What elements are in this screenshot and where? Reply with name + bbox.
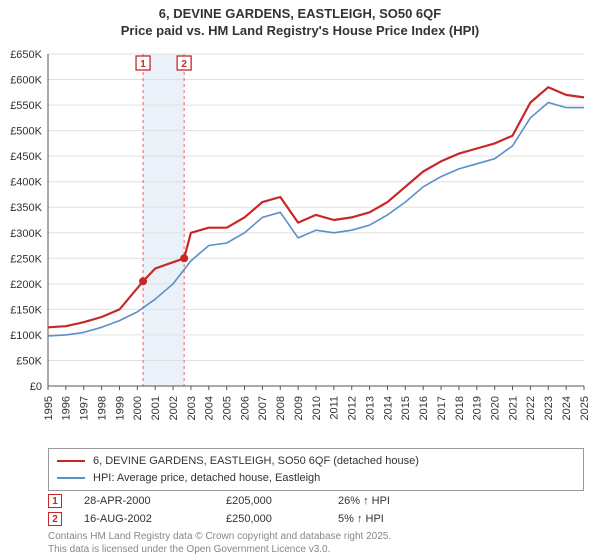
y-tick-label: £600K	[10, 75, 42, 87]
y-tick-label: £350K	[10, 202, 42, 214]
x-tick-label: 1996	[61, 396, 73, 420]
x-tick-label: 2003	[186, 396, 198, 420]
x-tick-label: 2024	[561, 396, 573, 420]
x-tick-label: 2012	[347, 396, 359, 420]
legend-label: HPI: Average price, detached house, East…	[93, 470, 320, 487]
sale-date: 28-APR-2000	[84, 495, 204, 507]
y-tick-label: £150K	[10, 304, 42, 316]
chart-container: 6, DEVINE GARDENS, EASTLEIGH, SO50 6QF P…	[0, 0, 600, 560]
x-tick-label: 2009	[293, 396, 305, 420]
x-tick-label: 2016	[418, 396, 430, 420]
sales-table: 1 28-APR-2000 £205,000 26% ↑ HPI 2 16-AU…	[48, 494, 584, 530]
x-tick-label: 2010	[311, 396, 323, 420]
sales-row: 2 16-AUG-2002 £250,000 5% ↑ HPI	[48, 512, 584, 526]
sale-date: 16-AUG-2002	[84, 513, 204, 525]
sale-delta: 26% ↑ HPI	[338, 495, 518, 507]
x-tick-label: 2001	[150, 396, 162, 420]
chart-plot-area: £0£50K£100K£150K£200K£250K£300K£350K£400…	[48, 50, 588, 420]
chart-legend: 6, DEVINE GARDENS, EASTLEIGH, SO50 6QF (…	[48, 448, 584, 491]
sale-delta: 5% ↑ HPI	[338, 513, 518, 525]
y-tick-label: £450K	[10, 151, 42, 163]
x-tick-label: 2013	[364, 396, 376, 420]
sale-marker-icon: 1	[48, 494, 62, 508]
chart-svg: £0£50K£100K£150K£200K£250K£300K£350K£400…	[48, 50, 588, 420]
x-tick-label: 2015	[400, 396, 412, 420]
sale-price: £205,000	[226, 495, 316, 507]
x-tick-label: 2020	[490, 396, 502, 420]
legend-label: 6, DEVINE GARDENS, EASTLEIGH, SO50 6QF (…	[93, 453, 419, 470]
sale-price: £250,000	[226, 513, 316, 525]
x-tick-label: 2022	[525, 396, 537, 420]
series-line	[48, 103, 584, 336]
x-tick-label: 2004	[204, 396, 216, 420]
attribution: Contains HM Land Registry data © Crown c…	[48, 531, 391, 556]
chart-title-line1: 6, DEVINE GARDENS, EASTLEIGH, SO50 6QF	[0, 0, 600, 23]
legend-row: 6, DEVINE GARDENS, EASTLEIGH, SO50 6QF (…	[57, 453, 575, 470]
x-tick-label: 2014	[382, 396, 394, 420]
event-marker-label: 2	[181, 59, 187, 70]
attribution-line: This data is licensed under the Open Gov…	[48, 544, 391, 557]
x-tick-label: 2006	[239, 396, 251, 420]
y-tick-label: £0	[30, 381, 42, 393]
x-tick-label: 2018	[454, 396, 466, 420]
chart-title-line2: Price paid vs. HM Land Registry's House …	[0, 23, 600, 40]
x-tick-label: 2002	[168, 396, 180, 420]
sales-row: 1 28-APR-2000 £205,000 26% ↑ HPI	[48, 494, 584, 508]
x-tick-label: 2023	[543, 396, 555, 420]
x-tick-label: 2008	[275, 396, 287, 420]
y-tick-label: £50K	[16, 355, 42, 367]
x-tick-label: 2000	[132, 396, 144, 420]
sale-point-marker	[139, 277, 147, 285]
x-tick-label: 1998	[96, 396, 108, 420]
x-tick-label: 1995	[43, 396, 55, 420]
x-tick-label: 1999	[114, 396, 126, 420]
y-tick-label: £250K	[10, 253, 42, 265]
x-tick-label: 2007	[257, 396, 269, 420]
y-tick-label: £300K	[10, 228, 42, 240]
event-marker-label: 1	[140, 59, 146, 70]
y-tick-label: £400K	[10, 177, 42, 189]
x-tick-label: 2025	[579, 396, 591, 420]
sale-point-marker	[180, 254, 188, 262]
x-tick-label: 2019	[472, 396, 484, 420]
x-tick-label: 2011	[329, 396, 341, 420]
y-tick-label: £500K	[10, 126, 42, 138]
y-tick-label: £100K	[10, 330, 42, 342]
sale-marker-icon: 2	[48, 512, 62, 526]
legend-row: HPI: Average price, detached house, East…	[57, 470, 575, 487]
x-tick-label: 1997	[79, 396, 91, 420]
legend-swatch	[57, 460, 85, 462]
y-tick-label: £650K	[10, 49, 42, 61]
y-tick-label: £200K	[10, 279, 42, 291]
attribution-line: Contains HM Land Registry data © Crown c…	[48, 531, 391, 544]
x-tick-label: 2017	[436, 396, 448, 420]
y-tick-label: £550K	[10, 100, 42, 112]
legend-swatch	[57, 477, 85, 479]
x-tick-label: 2005	[222, 396, 234, 420]
x-tick-label: 2021	[507, 396, 519, 420]
